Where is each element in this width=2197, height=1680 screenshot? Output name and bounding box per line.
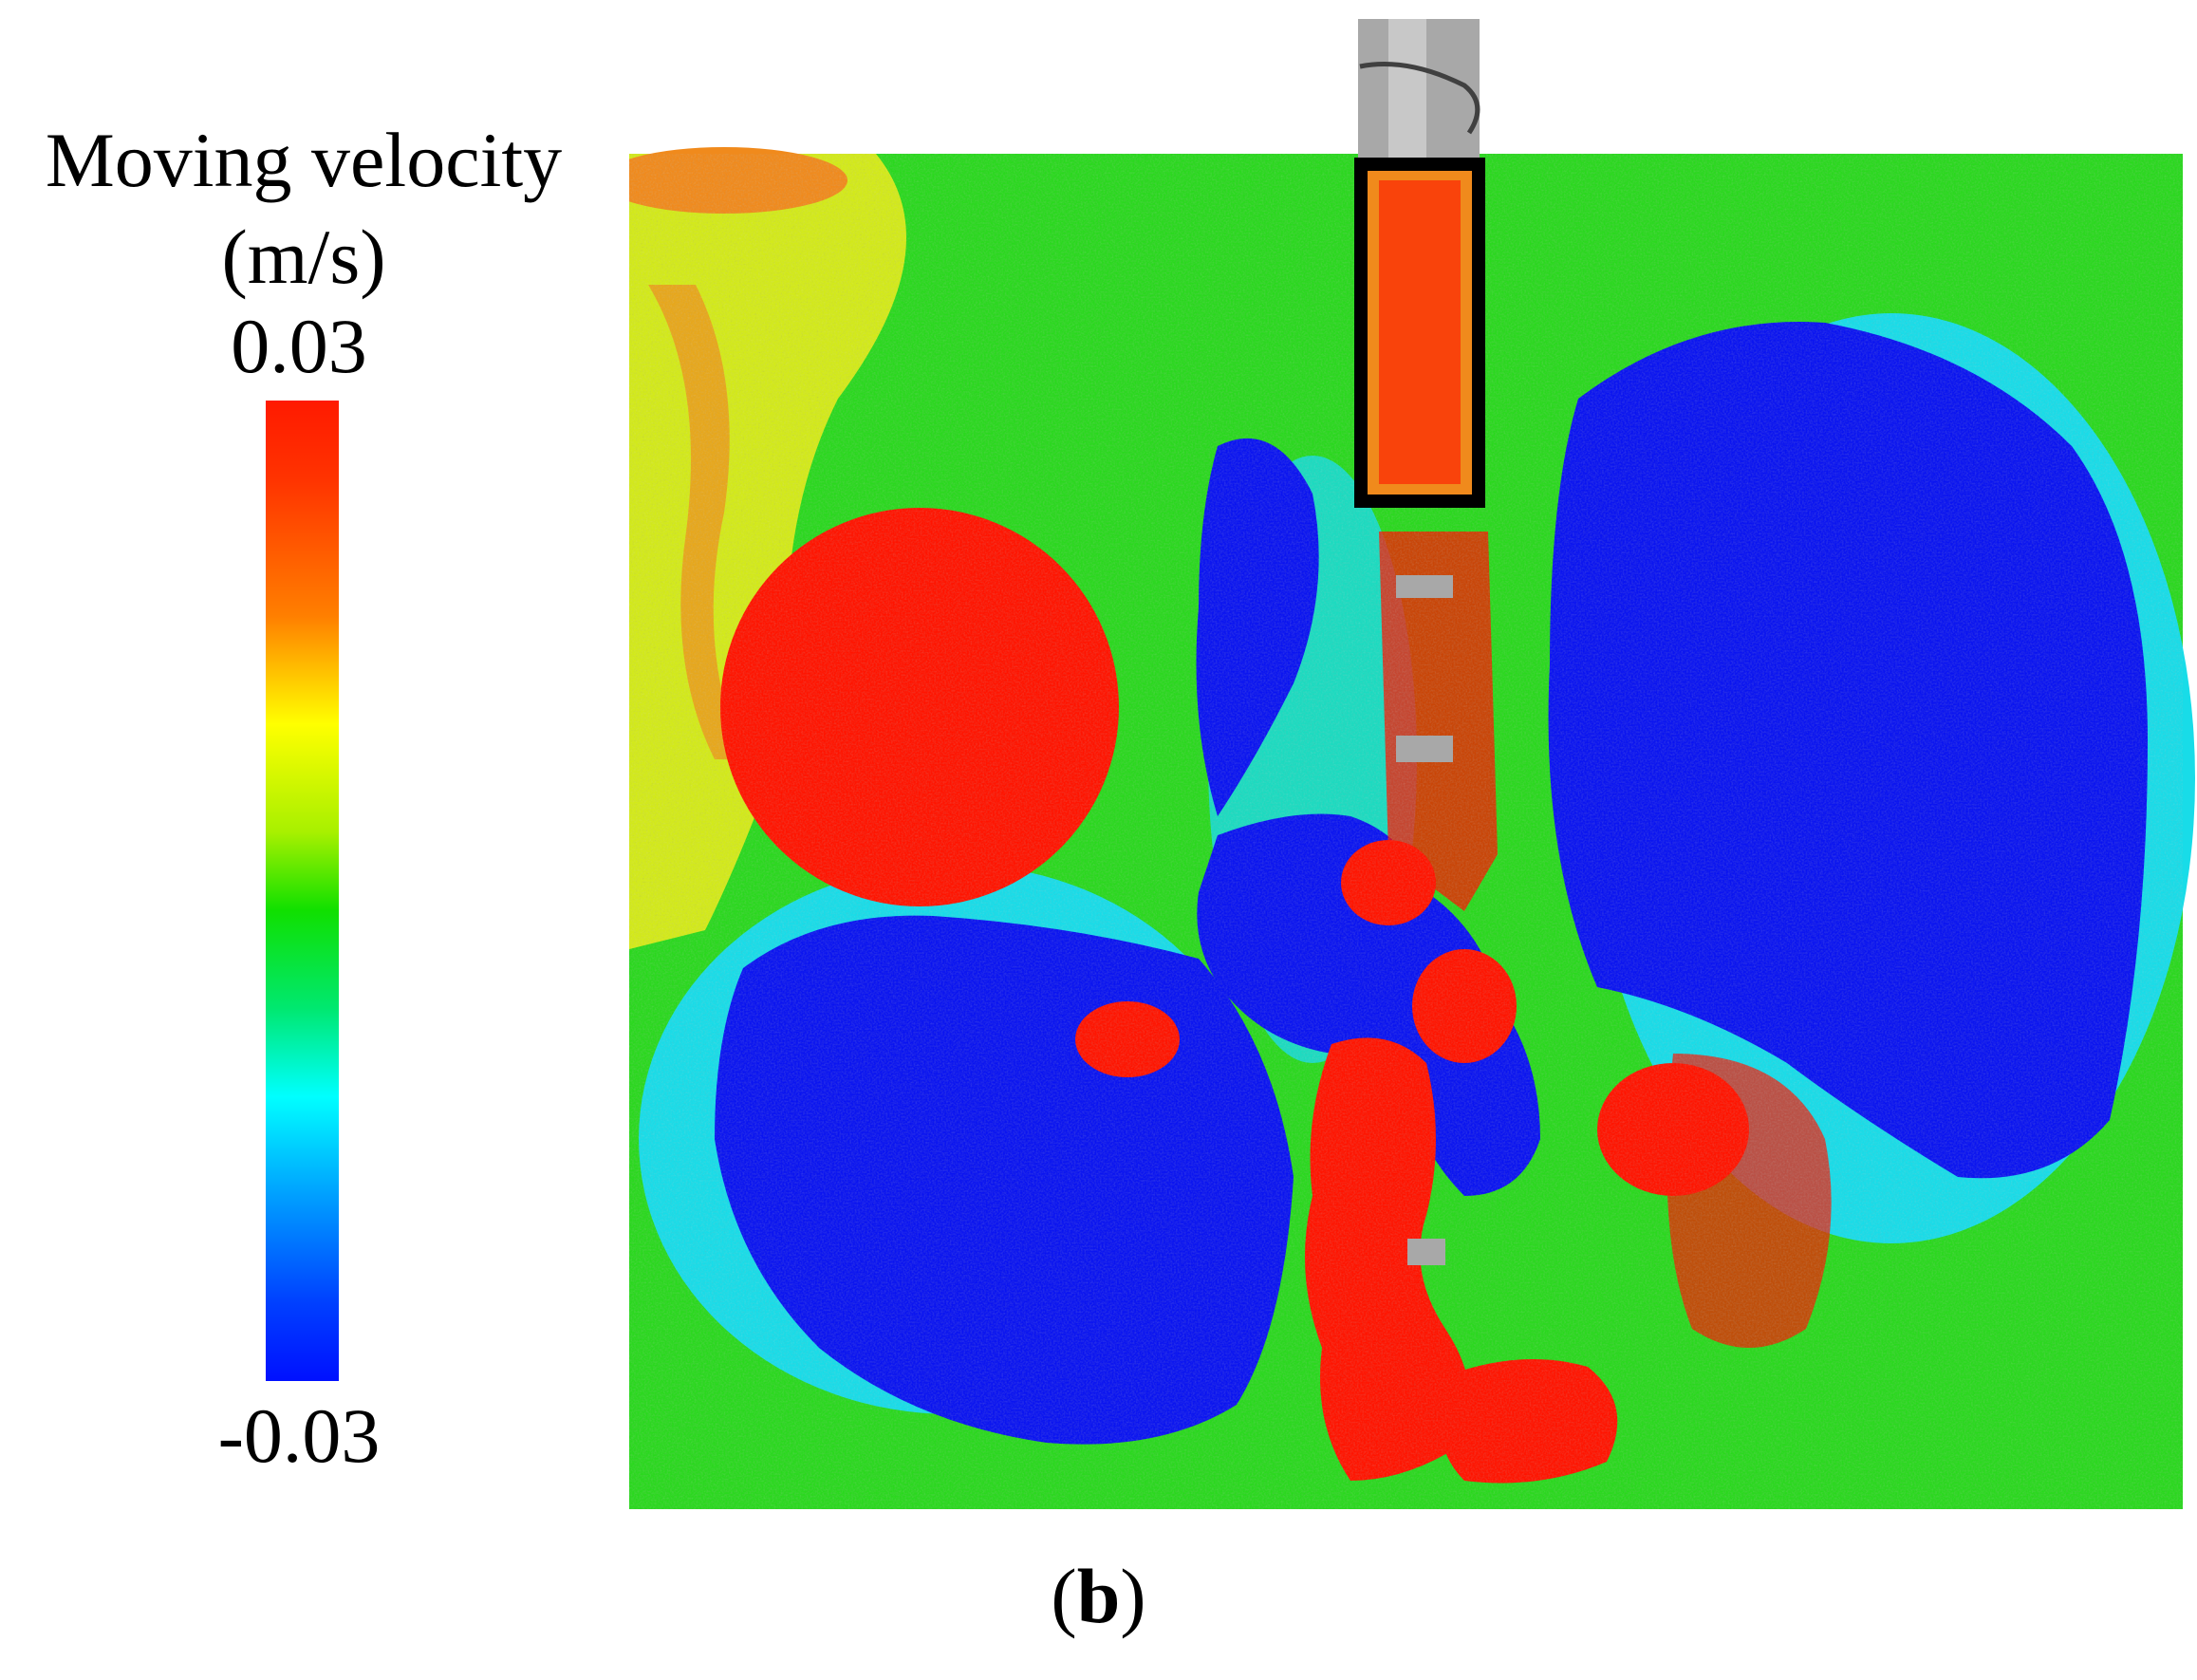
velocity-field-svg [629, 19, 2195, 1509]
panel-label-close: ) [1120, 1553, 1146, 1639]
legend-max-label: 0.03 [231, 303, 367, 389]
shaft-helix-line [1359, 62, 1480, 135]
hub-piece-1 [1396, 575, 1453, 598]
panel-label: (b) [0, 1549, 2197, 1644]
boxed-shaft-red-streaks [1379, 180, 1461, 484]
shaft-cylinder-highlight [1388, 19, 1426, 161]
legend-title-units: (m/s) [221, 214, 386, 300]
legend-title-line1: Moving velocity [45, 117, 563, 203]
velocity-field-figure [629, 0, 2197, 1509]
panel-label-letter: b [1076, 1553, 1121, 1639]
legend-colorbar [266, 401, 339, 1381]
legend-min-label: -0.03 [217, 1392, 381, 1479]
hub-piece-2 [1396, 736, 1453, 762]
highlight-box [1354, 158, 1485, 508]
hub-piece-3 [1407, 1239, 1445, 1265]
legend-title: Moving velocity (m/s) [0, 112, 607, 306]
panel-label-open: ( [1051, 1553, 1077, 1639]
